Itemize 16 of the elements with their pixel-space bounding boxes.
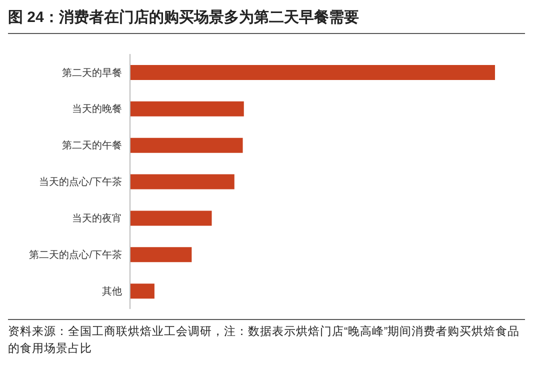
chart-title: 图 24：消费者在门店的购买场景多为第二天早餐需要: [8, 8, 525, 34]
y-tick-label: 第二天的点心/下午茶: [29, 248, 122, 261]
y-tick-label: 当天的夜宵: [72, 212, 122, 224]
text: 资料来源：全国工商联烘焙业工会调研，注：数据表示烘焙门店“晚高峰”期间消费者购买烘焙食品的食用场景占比: [8, 324, 521, 357]
y-tick-label: 第二天的早餐: [62, 66, 122, 79]
y-tick-label: 其他: [102, 285, 122, 298]
bar: [130, 65, 495, 80]
y-tick-label: 当天的晚餐: [72, 103, 122, 116]
bar: [130, 174, 234, 190]
y-tick-label: 第二天的午餐: [62, 140, 122, 152]
bar: [130, 247, 192, 262]
bar: [130, 138, 243, 153]
bar: [130, 284, 154, 299]
bar: [130, 210, 212, 226]
y-tick-label: 当天的点心/下午茶: [39, 176, 122, 188]
bar: [130, 101, 244, 116]
